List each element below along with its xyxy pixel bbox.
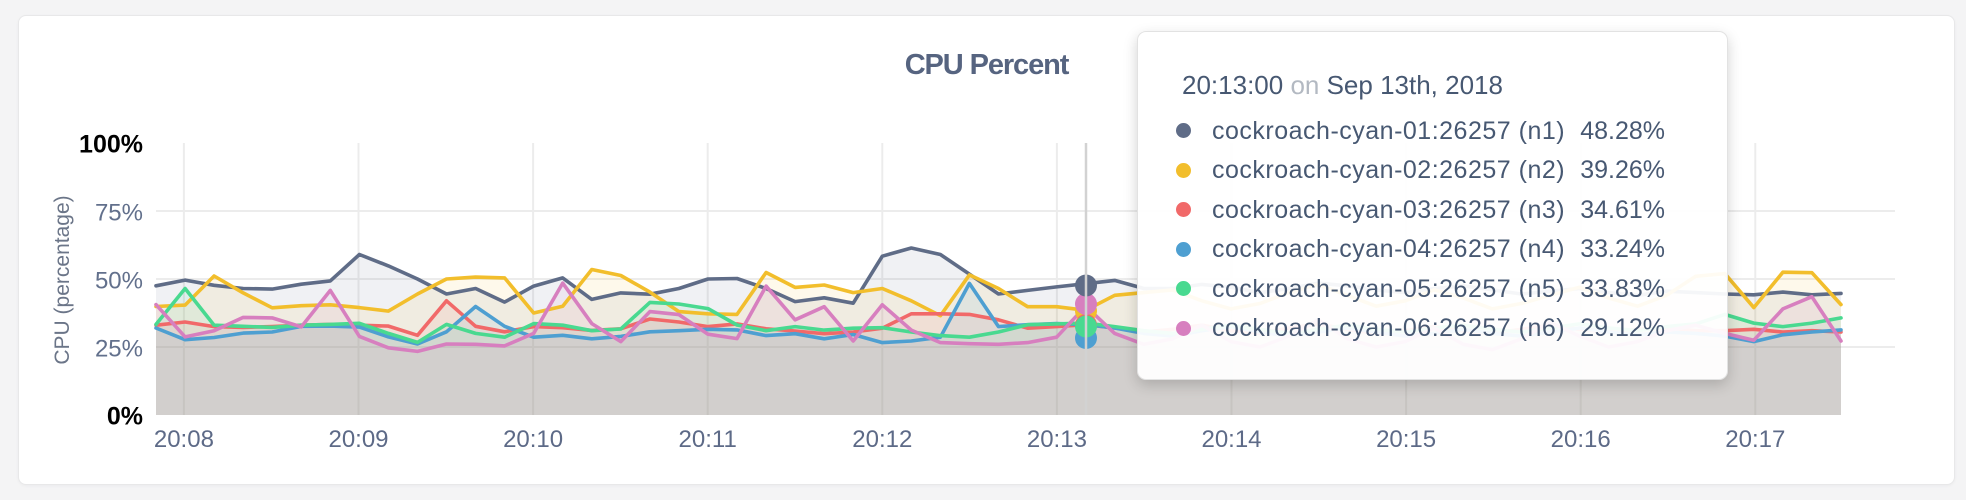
svg-text:20:12: 20:12 <box>852 426 912 453</box>
svg-text:20:10: 20:10 <box>503 426 563 453</box>
svg-text:20:16: 20:16 <box>1551 426 1611 453</box>
svg-text:20:13: 20:13 <box>1027 426 1087 453</box>
svg-text:75%: 75% <box>95 199 143 226</box>
svg-text:20:11: 20:11 <box>679 426 737 453</box>
svg-text:20:14: 20:14 <box>1201 426 1261 453</box>
svg-text:20:15: 20:15 <box>1376 426 1436 453</box>
svg-text:50%: 50% <box>95 267 143 294</box>
svg-text:20:08: 20:08 <box>154 426 214 453</box>
svg-text:0%: 0% <box>107 403 143 431</box>
svg-text:25%: 25% <box>95 335 143 362</box>
svg-text:CPU (percentage): CPU (percentage) <box>51 195 74 364</box>
svg-text:20:09: 20:09 <box>328 426 388 453</box>
svg-text:100%: 100% <box>79 131 143 159</box>
svg-text:20:17: 20:17 <box>1725 426 1785 453</box>
